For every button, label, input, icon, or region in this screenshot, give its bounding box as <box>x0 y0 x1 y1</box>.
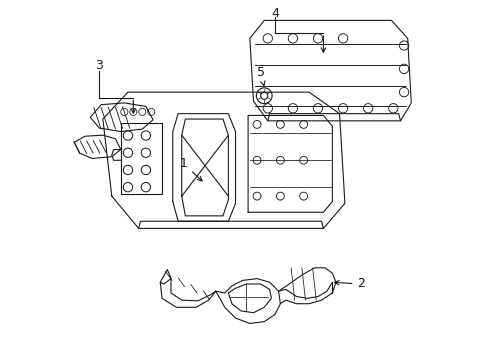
Text: 2: 2 <box>334 278 365 291</box>
Text: 3: 3 <box>95 59 103 72</box>
Text: 4: 4 <box>270 7 278 20</box>
Text: 5: 5 <box>256 66 264 86</box>
Text: 1: 1 <box>179 157 202 181</box>
